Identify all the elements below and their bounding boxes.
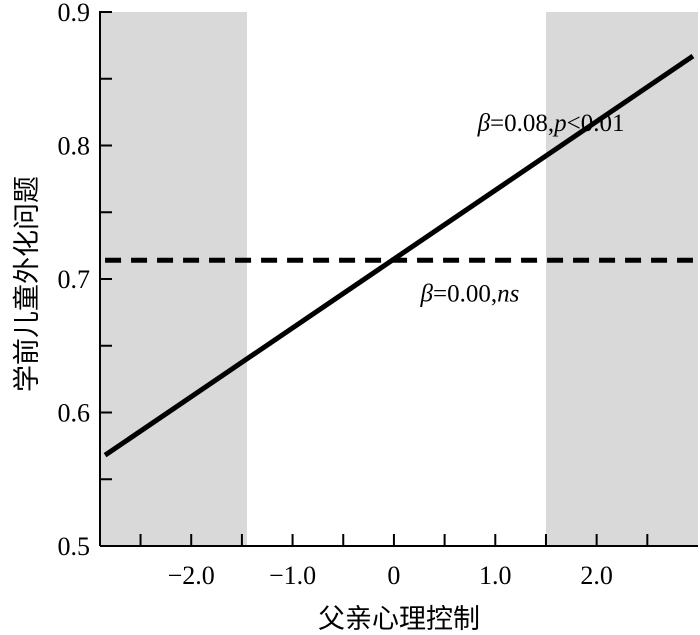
beta-symbol: β	[477, 110, 491, 137]
beta-symbol: β	[420, 281, 434, 308]
x-tick-label-3: 1.0	[479, 561, 512, 590]
ticks: 0.5 0.6 0.7 0.8 0.9 −2.0 −1.0 0 1.0 2.0	[58, 0, 649, 590]
annotations: β=0.08,p<0.01 β=0.00,ns	[420, 110, 625, 308]
x-tick-label-1: −1.0	[269, 561, 316, 590]
y-tick-label-0: 0.5	[58, 532, 91, 561]
series-line-solid	[103, 53, 695, 458]
annotation-text-2: <0.01	[567, 110, 625, 137]
ns-label: ns	[497, 281, 519, 308]
y-tick-label-4: 0.9	[58, 0, 91, 27]
x-tick-label-2: 0	[387, 561, 400, 590]
y-tick-label-2: 0.7	[58, 265, 91, 294]
series-lines	[103, 53, 695, 458]
x-axis-title: 父亲心理控制	[318, 604, 480, 635]
x-tick-label-0: −2.0	[168, 561, 215, 590]
annotation-text: =0.08,	[490, 110, 554, 137]
shaded-region-0	[100, 12, 247, 546]
shaded-region-1	[545, 12, 698, 546]
y-axis-title: 学前儿童外化问题	[12, 176, 43, 392]
annotation-nonsignificant: β=0.00,ns	[420, 281, 520, 308]
annotation-text: =0.00,	[433, 281, 497, 308]
y-tick-label-3: 0.8	[58, 132, 91, 161]
annotation-significant: β=0.08,p<0.01	[477, 110, 625, 137]
y-tick-label-1: 0.6	[58, 399, 91, 428]
shaded-regions	[100, 12, 698, 546]
x-tick-label-4: 2.0	[580, 561, 613, 590]
p-symbol: p	[552, 110, 567, 137]
